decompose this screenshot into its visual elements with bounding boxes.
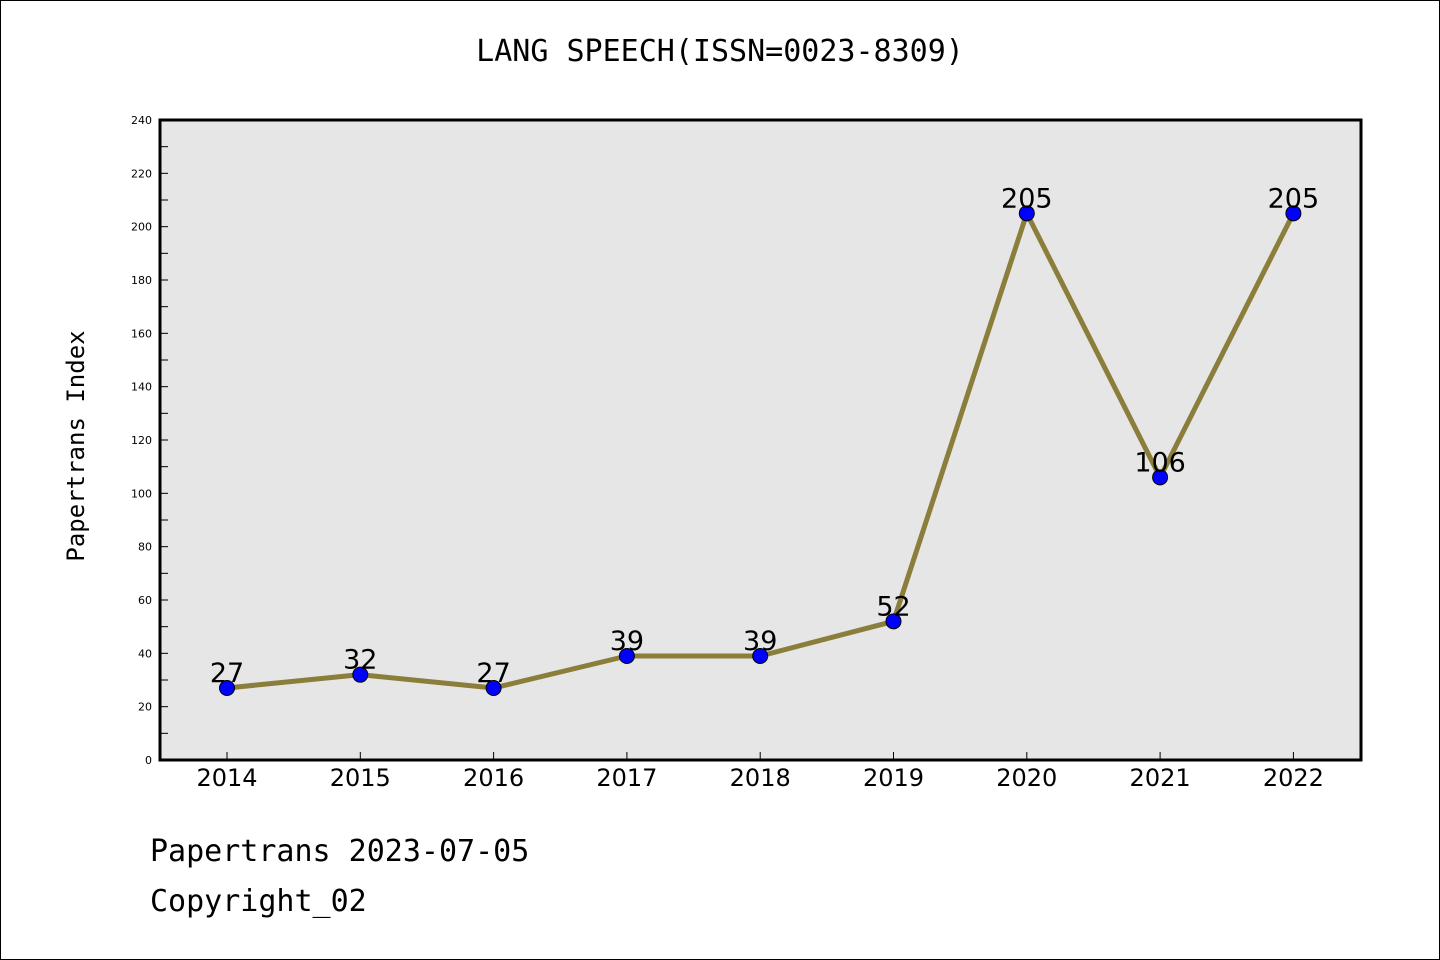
data-point (485, 680, 502, 696)
data-label: 205 (1001, 183, 1053, 214)
y-tick-label: 240 (131, 114, 152, 127)
x-tick-label: 2016 (463, 764, 524, 792)
data-point (219, 680, 235, 696)
y-tick-label: 160 (131, 327, 152, 340)
data-label: 39 (743, 626, 777, 657)
footer-copyright: Copyright_02 (150, 884, 367, 919)
data-point (752, 648, 769, 664)
y-tick-label: 220 (131, 167, 152, 180)
data-point (1285, 205, 1302, 222)
y-tick-label: 40 (138, 647, 152, 660)
data-labels: 27 32 27 39 39 52 205 106 205 (210, 183, 1319, 689)
y-tick-label: 60 (138, 594, 152, 607)
y-axis: 0 20 40 60 80 100 120 140 160 180 200 220 240 (131, 114, 168, 767)
x-tick-label: 2021 (1130, 764, 1191, 792)
data-point (1018, 205, 1035, 222)
x-tick-label: 2017 (596, 764, 657, 792)
series-papertrans-index (219, 205, 1302, 696)
x-tick-label: 2022 (1263, 764, 1324, 792)
y-tick-label: 180 (131, 274, 152, 287)
data-label: 27 (476, 658, 510, 689)
data-point (1152, 469, 1169, 486)
y-tick-label: 100 (131, 487, 152, 500)
data-point (618, 648, 635, 664)
y-tick-label: 140 (131, 381, 152, 394)
y-tick-label: 0 (145, 754, 152, 767)
x-tick-label: 2020 (996, 764, 1057, 792)
x-tick-label: 2015 (330, 764, 391, 792)
y-tick-label: 200 (131, 221, 152, 234)
x-tick-label: 2018 (730, 764, 791, 792)
y-axis-label: Papertrans Index (62, 330, 90, 561)
chart-title: LANG SPEECH(ISSN=0023-8309) (476, 34, 964, 69)
footer-date: Papertrans 2023-07-05 (150, 834, 530, 869)
x-tick-label: 2019 (863, 764, 924, 792)
x-axis: 2014 2015 2016 2017 2018 2019 2020 2021 2022 (196, 752, 1324, 792)
data-label: 32 (343, 645, 377, 676)
data-point (352, 666, 369, 683)
data-label: 27 (210, 658, 244, 689)
x-tick-label: 2014 (196, 764, 257, 792)
data-label: 39 (610, 626, 644, 657)
data-label: 205 (1268, 183, 1320, 214)
y-tick-label: 20 (138, 701, 152, 714)
y-tick-label: 80 (138, 541, 152, 554)
data-label: 106 (1134, 447, 1186, 478)
data-label: 52 (876, 591, 910, 622)
data-point (885, 613, 902, 630)
y-tick-label: 120 (131, 434, 152, 447)
